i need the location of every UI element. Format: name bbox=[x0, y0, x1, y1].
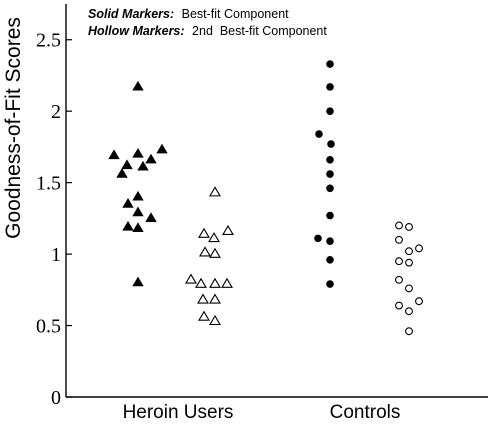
point-heroin-users-hollow-triangle bbox=[208, 232, 220, 243]
point-controls-solid-circle bbox=[326, 170, 334, 178]
legend-solid-label: Solid Markers: bbox=[88, 7, 174, 21]
point-controls-hollow-circle bbox=[415, 297, 423, 306]
point-heroin-users-solid-triangle bbox=[137, 160, 149, 171]
point-heroin-users-hollow-triangle bbox=[209, 277, 221, 288]
point-controls-solid-circle bbox=[326, 237, 334, 246]
y-tick-label: 0.5 bbox=[36, 316, 61, 338]
point-heroin-users-solid-triangle bbox=[132, 147, 144, 158]
y-tick-label: 2 bbox=[51, 101, 61, 123]
point-heroin-users-hollow-triangle bbox=[221, 277, 233, 288]
point-controls-hollow-circle bbox=[395, 275, 403, 284]
y-ticks: 0 0.5 1 1.5 2 2.5 bbox=[36, 30, 72, 409]
category-label-controls: Controls bbox=[330, 402, 401, 423]
point-heroin-users-hollow-triangle bbox=[185, 273, 197, 284]
point-heroin-users-hollow-triangle bbox=[195, 277, 207, 288]
point-controls-hollow-circle bbox=[395, 301, 403, 310]
point-heroin-users-hollow-triangle bbox=[199, 246, 211, 257]
legend-hollow-description: 2nd Best-fit Component bbox=[192, 24, 327, 38]
point-controls-hollow-circle bbox=[395, 235, 403, 244]
point-controls-hollow-circle bbox=[405, 258, 413, 267]
y-axis-label: Goodness-of-Fit Scores bbox=[2, 17, 25, 239]
point-heroin-users-solid-triangle bbox=[121, 159, 133, 170]
point-heroin-users-hollow-triangle bbox=[209, 186, 221, 197]
point-heroin-users-solid-triangle bbox=[108, 149, 120, 160]
point-controls-hollow-circle bbox=[405, 307, 413, 316]
y-tick-label: 0 bbox=[51, 387, 61, 409]
point-heroin-users-hollow-triangle bbox=[198, 227, 210, 238]
point-controls-solid-circle bbox=[314, 234, 322, 243]
point-controls-solid-circle bbox=[315, 130, 323, 138]
point-controls-hollow-circle bbox=[405, 247, 413, 256]
point-controls-solid-circle bbox=[326, 107, 334, 115]
point-heroin-users-solid-triangle bbox=[145, 153, 157, 164]
point-controls-solid-circle bbox=[326, 256, 334, 264]
legend-solid-description: Best-fit Component bbox=[182, 7, 290, 21]
legend-entry-solid: Solid Markers: Best-fit Component bbox=[88, 7, 289, 21]
point-heroin-users-solid-triangle bbox=[132, 206, 144, 217]
point-controls-hollow-circle bbox=[395, 221, 403, 230]
point-heroin-users-hollow-triangle bbox=[222, 224, 234, 236]
point-heroin-users-hollow-triangle bbox=[197, 293, 209, 304]
point-heroin-users-solid-triangle bbox=[132, 80, 144, 91]
legend-entry-hollow: Hollow Markers: 2nd Best-fit Component bbox=[88, 24, 327, 38]
point-controls-solid-circle bbox=[326, 60, 334, 68]
point-controls-solid-circle bbox=[326, 211, 334, 220]
legend: Solid Markers: Best-fit Component Hollow… bbox=[88, 7, 327, 38]
point-heroin-users-solid-triangle bbox=[156, 143, 168, 154]
point-controls-hollow-circle bbox=[395, 257, 403, 266]
legend-hollow-label: Hollow Markers: bbox=[88, 24, 185, 38]
point-heroin-users-solid-triangle bbox=[122, 220, 134, 231]
y-tick-label: 1 bbox=[51, 244, 61, 266]
y-tick-label: 2.5 bbox=[36, 30, 61, 52]
point-controls-hollow-circle bbox=[405, 284, 413, 293]
point-heroin-users-solid-triangle bbox=[122, 198, 134, 208]
point-heroin-users-solid-triangle bbox=[132, 276, 144, 287]
point-heroin-users-hollow-triangle bbox=[209, 293, 221, 304]
point-controls-hollow-circle bbox=[405, 327, 413, 336]
point-heroin-users-hollow-triangle bbox=[209, 314, 221, 326]
point-heroin-users-hollow-triangle bbox=[198, 310, 210, 321]
point-heroin-users-solid-triangle bbox=[145, 212, 157, 222]
y-tick-label: 1.5 bbox=[36, 173, 61, 195]
data-points bbox=[108, 60, 423, 336]
point-controls-solid-circle bbox=[326, 83, 334, 91]
point-controls-solid-circle bbox=[327, 140, 335, 148]
point-controls-solid-circle bbox=[326, 184, 334, 193]
category-label-heroin-users: Heroin Users bbox=[123, 402, 234, 423]
point-controls-hollow-circle bbox=[405, 222, 413, 231]
point-heroin-users-solid-triangle bbox=[116, 168, 128, 178]
point-controls-hollow-circle bbox=[415, 244, 423, 253]
point-heroin-users-hollow-triangle bbox=[209, 247, 221, 258]
point-heroin-users-solid-triangle bbox=[132, 222, 144, 232]
point-heroin-users-solid-triangle bbox=[132, 190, 144, 201]
point-controls-solid-circle bbox=[326, 155, 334, 164]
point-controls-solid-circle bbox=[326, 280, 334, 288]
